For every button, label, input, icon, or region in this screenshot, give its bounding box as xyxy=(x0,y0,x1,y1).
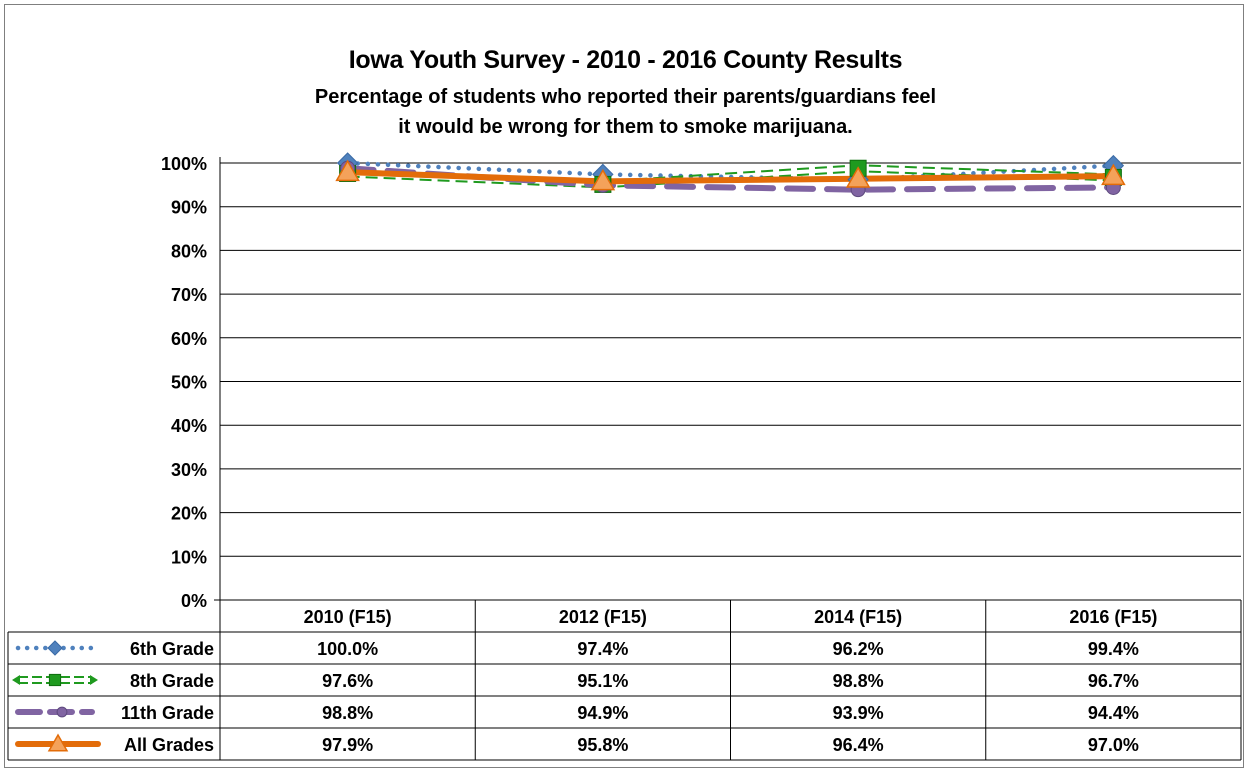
y-tick-label: 80% xyxy=(171,241,207,261)
chart-frame xyxy=(4,4,1244,768)
table-value: 98.8% xyxy=(833,671,884,691)
table-value: 95.1% xyxy=(577,671,628,691)
y-tick-label: 40% xyxy=(171,416,207,436)
table-value: 97.9% xyxy=(322,735,373,755)
table-value: 96.7% xyxy=(1088,671,1139,691)
series-name: 8th Grade xyxy=(130,671,214,691)
series-line-3 xyxy=(344,169,1117,185)
y-tick-label: 20% xyxy=(171,504,207,524)
data-point xyxy=(335,159,360,182)
y-tick-label: 60% xyxy=(171,329,207,349)
category-label: 2016 (F15) xyxy=(1069,607,1157,627)
legend-key-0 xyxy=(15,640,95,656)
table-value: 99.4% xyxy=(1088,639,1139,659)
table-value: 94.9% xyxy=(577,703,628,723)
y-tick-label: 70% xyxy=(171,285,207,305)
legend-key-marker xyxy=(47,733,69,752)
category-label: 2010 (F15) xyxy=(304,607,392,627)
legend-key-3 xyxy=(15,733,101,752)
y-tick-label: 30% xyxy=(171,460,207,480)
legend-key-arrow xyxy=(90,675,98,685)
y-tick-label: 100% xyxy=(161,154,207,174)
series-name: 11th Grade xyxy=(121,703,214,723)
data-point xyxy=(590,168,616,191)
series-line-0 xyxy=(345,160,1116,182)
table-value: 98.8% xyxy=(322,703,373,723)
table-value: 97.4% xyxy=(577,639,628,659)
data-point xyxy=(1101,163,1126,186)
data-point xyxy=(845,166,871,188)
table-value: 96.4% xyxy=(833,735,884,755)
y-tick-label: 90% xyxy=(171,198,207,218)
legend-key-arrow xyxy=(12,675,20,685)
category-label: 2014 (F15) xyxy=(814,607,902,627)
legend-key-marker xyxy=(56,706,68,718)
chart-subtitle-line-1: Percentage of students who reported thei… xyxy=(314,86,937,108)
y-tick-label: 10% xyxy=(171,547,207,567)
y-tick-label: 0% xyxy=(181,591,207,611)
legend-key-1 xyxy=(12,673,98,687)
table-value: 94.4% xyxy=(1088,703,1139,723)
legend-key-marker xyxy=(48,673,62,687)
table-value: 96.2% xyxy=(833,639,884,659)
series-name: All Grades xyxy=(124,735,214,755)
legend-key-2 xyxy=(15,706,95,718)
table-value: 95.8% xyxy=(577,735,628,755)
table-value: 100.0% xyxy=(317,639,378,659)
table-value: 97.6% xyxy=(322,671,373,691)
chart-subtitle-line-2: it would be wrong for them to smoke mari… xyxy=(398,116,853,138)
series-name: 6th Grade xyxy=(130,639,214,659)
table-value: 93.9% xyxy=(833,703,884,723)
y-tick-label: 50% xyxy=(171,373,207,393)
legend-key-marker xyxy=(47,640,63,656)
chart-title: Iowa Youth Survey - 2010 - 2016 County R… xyxy=(348,46,903,74)
category-label: 2012 (F15) xyxy=(559,607,647,627)
table-value: 97.0% xyxy=(1088,735,1139,755)
